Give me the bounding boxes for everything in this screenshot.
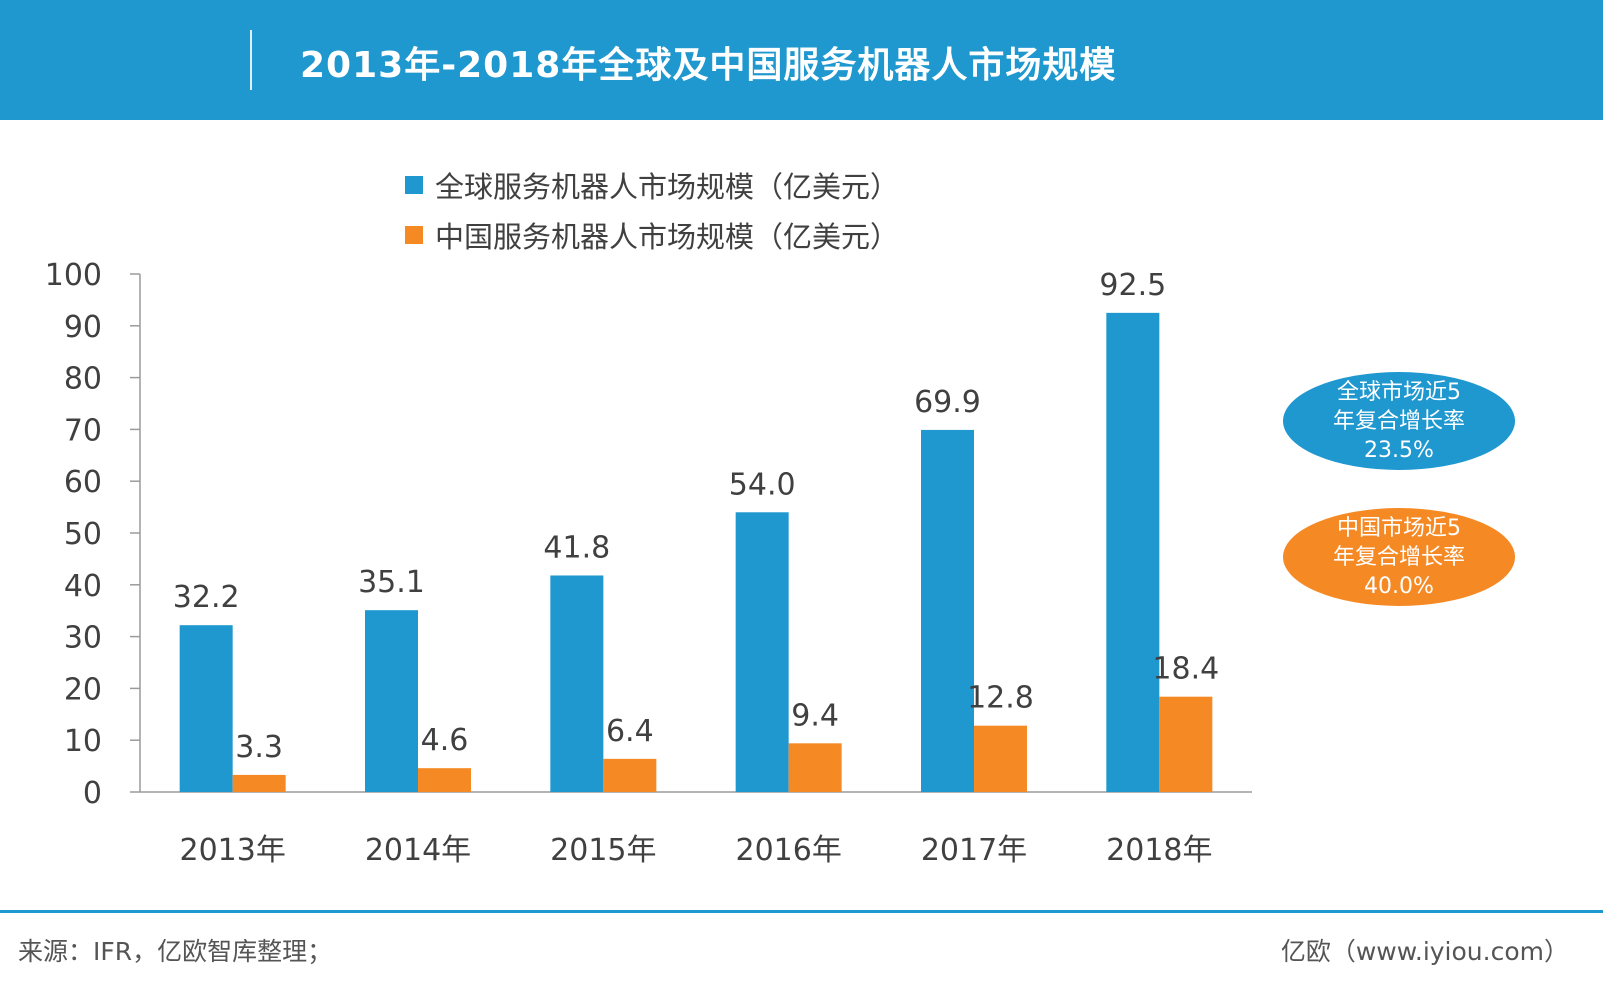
bar-global xyxy=(179,625,233,792)
x-tick-label: 2017年 xyxy=(921,833,1027,868)
legend-swatch-china xyxy=(405,226,423,244)
footer-divider xyxy=(0,910,1603,913)
y-tick-label: 70 xyxy=(64,413,102,448)
global-cagr-value: 23.5% xyxy=(1364,437,1434,463)
x-tick-label: 2016年 xyxy=(735,833,841,868)
legend-label-china: 中国服务机器人市场规模（亿美元） xyxy=(435,220,900,254)
legend-swatch-global xyxy=(405,176,423,194)
data-label-china: 3.3 xyxy=(235,730,283,765)
china-cagr-line1: 中国市场近5 xyxy=(1337,515,1461,541)
y-tick-label: 30 xyxy=(64,621,102,656)
x-tick-label: 2014年 xyxy=(365,833,471,868)
bar-global xyxy=(365,610,418,792)
data-label-global: 69.9 xyxy=(914,385,981,420)
bar-global xyxy=(1106,312,1160,792)
bar-china xyxy=(232,774,286,792)
y-tick-label: 0 xyxy=(83,776,102,811)
legend-label-global: 全球服务机器人市场规模（亿美元） xyxy=(435,170,900,204)
legend: 全球服务机器人市场规模（亿美元） 中国服务机器人市场规模（亿美元） xyxy=(405,160,899,260)
header-bar: 2013年-2018年全球及中国服务机器人市场规模 xyxy=(0,0,1603,120)
bar-global xyxy=(735,512,789,792)
bar-china xyxy=(788,743,842,792)
brand-credit: 亿欧（www.iyiou.com） xyxy=(1280,937,1569,966)
y-tick-label: 20 xyxy=(64,672,102,707)
bar-china xyxy=(603,758,657,792)
data-label-global: 32.2 xyxy=(173,580,240,615)
y-tick-label: 60 xyxy=(64,465,102,500)
data-label-global: 54.0 xyxy=(729,467,796,502)
header-divider xyxy=(250,30,252,90)
bar-global xyxy=(550,575,604,792)
data-label-china: 9.4 xyxy=(791,698,839,733)
data-label-global: 35.1 xyxy=(358,565,425,600)
data-label-china: 12.8 xyxy=(967,681,1034,716)
data-label-china: 18.4 xyxy=(1152,652,1219,687)
y-tick-label: 10 xyxy=(64,724,102,759)
data-label-global: 92.5 xyxy=(1099,268,1166,303)
source-note: 来源：IFR，亿欧智库整理； xyxy=(18,937,333,966)
y-tick-label: 100 xyxy=(45,258,102,293)
bar-china xyxy=(418,768,471,792)
china-cagr-bubble: 中国市场近5 年复合增长率 40.0% xyxy=(1283,508,1515,606)
global-cagr-line2: 年复合增长率 xyxy=(1332,408,1465,434)
china-cagr-line2: 年复合增长率 xyxy=(1332,544,1465,570)
y-tick-label: 50 xyxy=(64,517,102,552)
china-cagr-value: 40.0% xyxy=(1364,573,1434,599)
x-tick-label: 2018年 xyxy=(1106,833,1212,868)
bar-china xyxy=(1159,696,1213,792)
y-tick-label: 80 xyxy=(64,362,102,397)
bar-china xyxy=(974,725,1027,792)
global-cagr-line1: 全球市场近5 xyxy=(1337,379,1461,405)
x-tick-label: 2013年 xyxy=(179,833,285,868)
bar-global xyxy=(921,429,974,792)
x-tick-label: 2015年 xyxy=(550,833,656,868)
y-tick-label: 90 xyxy=(64,310,102,345)
data-label-china: 4.6 xyxy=(421,723,469,758)
data-label-china: 6.4 xyxy=(606,714,654,749)
chart-title: 2013年-2018年全球及中国服务机器人市场规模 xyxy=(300,45,1117,86)
data-label-global: 41.8 xyxy=(543,530,610,565)
global-cagr-bubble: 全球市场近5 年复合增长率 23.5% xyxy=(1283,372,1515,470)
y-tick-label: 40 xyxy=(64,569,102,604)
legend-item-china: 中国服务机器人市场规模（亿美元） xyxy=(405,210,899,260)
legend-item-global: 全球服务机器人市场规模（亿美元） xyxy=(405,160,899,210)
bar-chart: 0 10 20 30 40 50 60 70 80 90 100 32.2 3.3 2013年 35.1 4.… xyxy=(45,258,1252,868)
